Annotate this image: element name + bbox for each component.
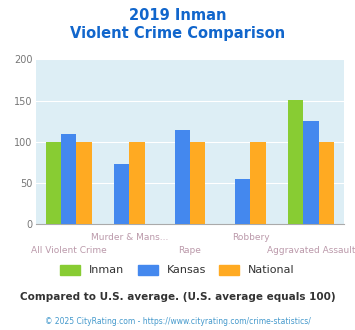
Bar [61,134,76,224]
Bar [175,129,190,224]
Bar [251,142,266,224]
Text: Violent Crime Comparison: Violent Crime Comparison [70,26,285,41]
Text: 2019 Inman: 2019 Inman [129,8,226,23]
Bar [190,142,205,224]
Text: Murder & Mans...: Murder & Mans... [91,233,168,242]
Bar [288,100,304,224]
Bar [235,179,251,224]
Text: Aggravated Assault: Aggravated Assault [267,246,355,255]
Text: All Violent Crime: All Violent Crime [31,246,107,255]
Bar [319,142,334,224]
Bar [129,142,144,224]
Text: © 2025 CityRating.com - https://www.cityrating.com/crime-statistics/: © 2025 CityRating.com - https://www.city… [45,317,310,326]
Bar [76,142,92,224]
Bar [114,164,129,224]
Text: Rape: Rape [179,246,201,255]
Text: Robbery: Robbery [232,233,269,242]
Legend: Inman, Kansas, National: Inman, Kansas, National [57,261,298,279]
Bar [46,142,61,224]
Bar [304,121,319,224]
Text: Compared to U.S. average. (U.S. average equals 100): Compared to U.S. average. (U.S. average … [20,292,335,302]
